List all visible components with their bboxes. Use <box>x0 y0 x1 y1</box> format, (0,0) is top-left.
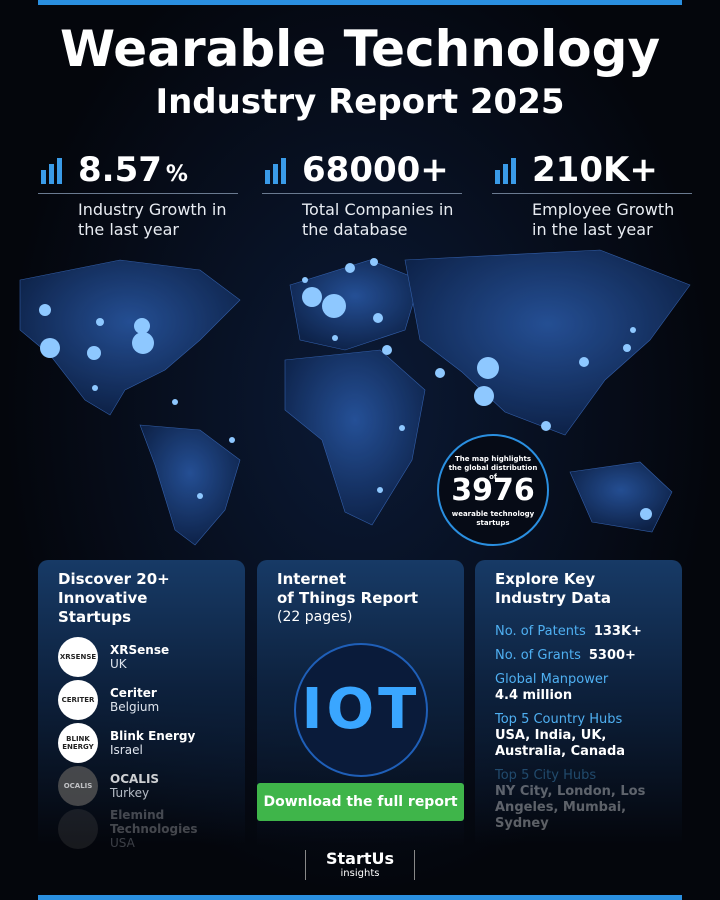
data-item: Top 5 City Hubs NY City, London, Los Ange… <box>495 768 662 832</box>
startup-name: XRSense <box>110 643 170 657</box>
stat: 68000+ Total Companies in the database <box>262 150 462 240</box>
startup-text: XRSense UK <box>110 643 169 671</box>
data-value: 4.4 million <box>495 688 573 703</box>
startup-logo: BLINK ENERGY <box>58 723 98 763</box>
map-badge <box>437 434 549 546</box>
startup-text: Elemind Technologies USA <box>110 808 225 850</box>
australia <box>569 461 673 533</box>
asia <box>404 249 691 436</box>
stat-icon <box>495 158 516 184</box>
subtitle: Industry Report 2025 <box>155 82 565 122</box>
map-note-bottom: wearable technology startups <box>451 510 535 527</box>
startup-item: XRSENSE XRSense UK <box>58 637 225 677</box>
panel-heading: Explore Key <box>495 570 596 588</box>
startup-country: Turkey <box>110 786 150 800</box>
stat-number: 8.57 <box>78 150 162 190</box>
map-note-top: The map highlights the global distributi… <box>448 455 538 481</box>
stat-number: 210K+ <box>532 150 658 190</box>
startup-logo <box>58 809 98 849</box>
startup-name: Blink Energy <box>110 729 196 743</box>
stat-unit: % <box>165 162 188 187</box>
panel-heading: Industry Data <box>495 589 612 607</box>
startup-country: Israel <box>110 743 143 757</box>
startup-name: OCALIS <box>110 772 160 786</box>
startup-country: UK <box>110 657 127 671</box>
startup-logo: CERITER <box>58 680 98 720</box>
startup-dots <box>39 258 652 520</box>
data-item: No. of Grants 5300+ <box>495 648 662 664</box>
startup-item: OCALIS OCALIS Turkey <box>58 766 225 806</box>
download-button[interactable]: Download the full report <box>257 783 464 821</box>
data-label: Top 5 Country Hubs <box>495 712 623 727</box>
top-bar <box>38 0 682 5</box>
startup-item: CERITER Ceriter Belgium <box>58 680 225 720</box>
stat-icon <box>41 158 62 184</box>
brand-sub: insights <box>340 868 380 879</box>
stat: 8.57% Industry Growth in the last year <box>38 150 238 240</box>
startups-panel: Discover 20+ Innovative Startups XRSENSE XR… <box>38 560 245 850</box>
data-item: Global Manpower 4.4 million <box>495 672 662 704</box>
panel-heading: Innovative Startups <box>58 589 148 626</box>
map-note-number: 3976 <box>451 473 535 508</box>
brand: StartUs <box>325 849 395 868</box>
stat-icon <box>265 158 286 184</box>
stat-value: 210K+ <box>492 150 692 194</box>
data-value: NY City, London, Los Angeles, Mumbai, Sy… <box>495 784 646 831</box>
spacer <box>58 627 225 633</box>
data-value: 5300+ <box>588 648 636 663</box>
startup-logo: XRSENSE <box>58 637 98 677</box>
startup-item: BLINK ENERGY Blink Energy Israel <box>58 723 225 763</box>
stat-number: 68000+ <box>302 150 449 190</box>
europe <box>289 259 421 351</box>
north-america <box>19 259 241 416</box>
footer-logo: StartUs insights <box>305 850 415 880</box>
startup-text: Ceriter Belgium <box>110 686 159 714</box>
startup-country: USA <box>110 836 135 850</box>
spacer <box>495 608 662 616</box>
industry-panel: Explore Key Industry Data No. of Patents 13… <box>475 560 682 845</box>
data-label: No. of Grants <box>495 648 581 663</box>
data-label: Top 5 City Hubs <box>495 768 597 783</box>
report-pages: (22 pages) <box>277 609 353 625</box>
panel-heading: Internet <box>277 570 347 588</box>
startup-text: OCALIS Turkey <box>110 772 159 800</box>
stat-label: Total Companies in the database <box>302 200 454 239</box>
africa <box>284 349 426 526</box>
world-map <box>19 249 691 546</box>
startup-item: Elemind Technologies USA <box>58 808 225 850</box>
title: Wearable Technology <box>59 20 661 78</box>
panel-heading: Discover 20+ <box>58 570 170 588</box>
stat-label: Industry Growth in the last year <box>78 200 227 239</box>
data-label: Global Manpower <box>495 672 609 687</box>
startup-country: Belgium <box>110 700 160 714</box>
startup-text: Blink Energy Israel <box>110 729 195 757</box>
stat-value: 8.57% <box>38 150 238 194</box>
startup-name: Elemind Technologies <box>110 808 198 836</box>
stat-value: 68000+ <box>262 150 462 194</box>
startup-logo: OCALIS <box>58 766 98 806</box>
iot-text: IOT <box>302 677 421 742</box>
data-item: Top 5 Country Hubs USA, India, UK, Austra… <box>495 712 662 760</box>
stat: 210K+ Employee Growth in the last year <box>492 150 692 240</box>
bottom-bar <box>38 895 682 900</box>
iot-image: IOT <box>294 643 428 777</box>
startup-name: Ceriter <box>110 686 157 700</box>
data-value: 133K+ <box>593 624 642 639</box>
panel-heading: of Things Report <box>277 589 419 607</box>
stat-label: Employee Growth in the last year <box>532 200 675 239</box>
south-america <box>139 424 241 546</box>
data-item: No. of Patents 133K+ <box>495 624 662 640</box>
data-value: USA, India, UK, Australia, Canada <box>495 728 626 759</box>
data-label: No. of Patents <box>495 624 586 639</box>
